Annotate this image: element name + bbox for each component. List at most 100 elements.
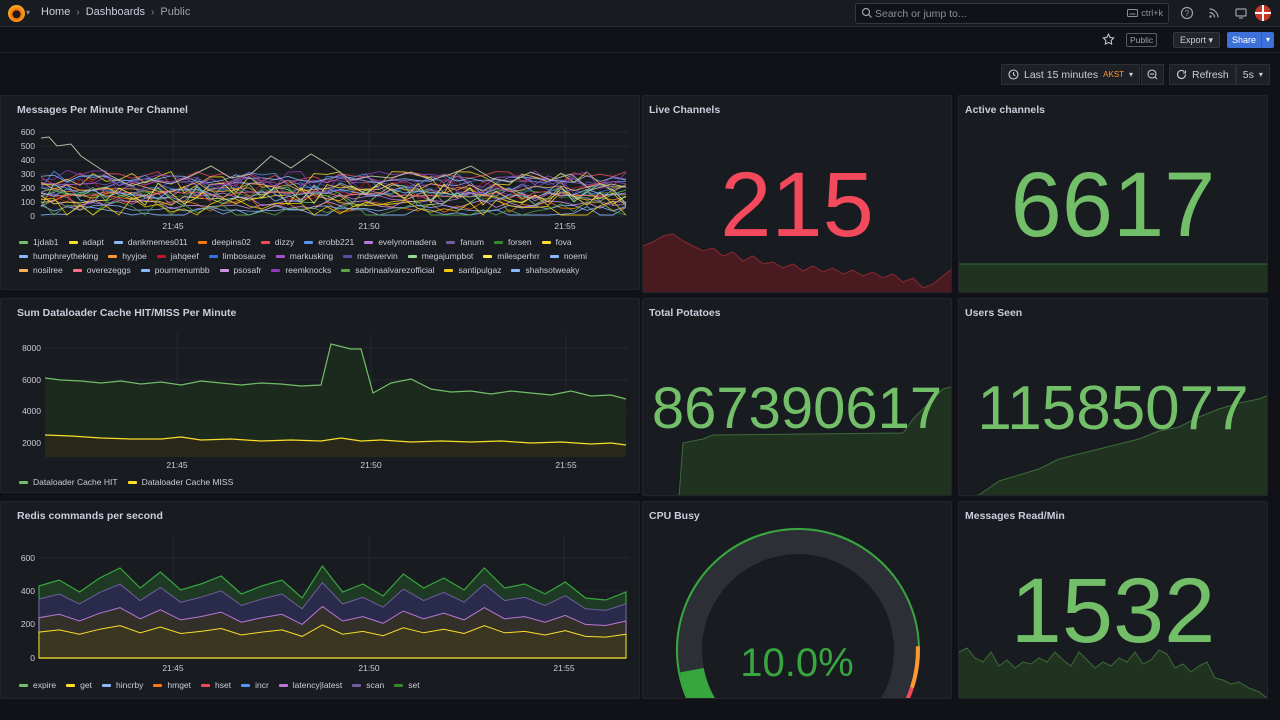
messages-timeseries-chart[interactable]: 600 500 400 300 200 100 0 21:45 21:50 21… xyxy=(1,96,640,290)
breadcrumb-dashboards[interactable]: Dashboards xyxy=(85,6,146,18)
legend-item[interactable]: expire xyxy=(19,680,56,690)
legend-item[interactable]: jahqeef xyxy=(156,251,199,261)
legend-item[interactable]: sabrinaalvarezofficial xyxy=(341,265,434,275)
legend-label: psosafr xyxy=(233,265,262,275)
legend-item[interactable]: hset xyxy=(201,680,231,690)
redis-timeseries-chart[interactable]: 600 400 200 0 21:45 21:50 21:55 xyxy=(1,502,640,699)
panel-title: Redis commands per second xyxy=(17,510,163,522)
y-tick: 2000 xyxy=(22,438,41,448)
legend-item[interactable]: overezeggs xyxy=(72,265,131,275)
legend-item[interactable]: Dataloader Cache MISS xyxy=(127,477,233,487)
legend-item[interactable]: hincrby xyxy=(101,680,143,690)
legend-item[interactable]: santipulgaz xyxy=(444,265,501,275)
sparkline xyxy=(959,647,1267,698)
refresh-button[interactable]: Refresh xyxy=(1169,64,1236,85)
legend-swatch xyxy=(66,683,76,687)
legend-item[interactable]: 1jdab1 xyxy=(19,237,59,247)
search-input[interactable]: Search or jump to... ctrl+k xyxy=(855,3,1169,24)
star-icon[interactable] xyxy=(1102,33,1115,46)
legend-label: reemknocks xyxy=(285,265,332,275)
y-tick: 500 xyxy=(21,141,35,151)
legend-item[interactable]: incr xyxy=(241,680,269,690)
gauge-fill xyxy=(680,667,715,698)
x-tick: 21:50 xyxy=(360,460,382,470)
legend-item[interactable]: dizzy xyxy=(260,237,294,247)
legend-item[interactable]: fanum xyxy=(446,237,484,247)
legend-swatch xyxy=(72,268,82,272)
refresh-icon xyxy=(1176,69,1187,79)
legend-item[interactable]: hyyjoe xyxy=(108,251,147,261)
legend-label: jahqeef xyxy=(170,251,199,261)
panel-title: Sum Dataloader Cache HIT/MISS Per Minute xyxy=(17,307,237,319)
legend-label: milesperhrr xyxy=(497,251,540,261)
export-button[interactable]: Export ▾ xyxy=(1173,32,1221,48)
legend-item[interactable]: hmget xyxy=(153,680,191,690)
grafana-logo-icon[interactable] xyxy=(8,5,25,22)
time-range-picker[interactable]: Last 15 minutes AKST ▾ xyxy=(1001,64,1141,85)
kiosk-mode-icon[interactable] xyxy=(1234,6,1248,20)
zoom-out-button[interactable] xyxy=(1141,64,1164,85)
series-line xyxy=(40,190,627,198)
legend-item[interactable]: nosilree xyxy=(19,265,63,275)
gauge-track xyxy=(678,530,918,698)
x-tick: 21:50 xyxy=(358,663,380,673)
legend-item[interactable]: mdswervin xyxy=(343,251,398,261)
avatar[interactable] xyxy=(1255,5,1271,21)
legend-item[interactable]: limbosauce xyxy=(208,251,266,261)
legend-item[interactable]: dankmemes011 xyxy=(113,237,188,247)
legend-item[interactable]: deepins02 xyxy=(197,237,251,247)
panel-dataloader-cache: Sum Dataloader Cache HIT/MISS Per Minute… xyxy=(0,298,640,493)
series-lines xyxy=(40,136,627,216)
legend-item[interactable]: Dataloader Cache HIT xyxy=(19,477,118,487)
dataloader-timeseries-chart[interactable]: 8000 6000 4000 2000 21:45 21:50 21:55 xyxy=(1,299,640,493)
legend-item[interactable]: humphreytheking xyxy=(19,251,98,261)
stat-value: 215 xyxy=(720,154,874,256)
series-line xyxy=(40,199,627,210)
legend-item[interactable]: megajumpbot xyxy=(407,251,473,261)
series-line-get xyxy=(38,624,627,659)
legend-item[interactable]: psosafr xyxy=(219,265,262,275)
legend-item[interactable]: markusking xyxy=(275,251,333,261)
refresh-interval-select[interactable]: 5s ▾ xyxy=(1235,64,1270,85)
grid xyxy=(39,126,629,217)
legend-item[interactable]: get xyxy=(66,680,92,690)
legend-item[interactable]: shahsotweaky xyxy=(511,265,579,275)
keyboard-icon xyxy=(1127,9,1139,17)
chevron-right-icon: › xyxy=(76,6,80,18)
legend-label: deepins02 xyxy=(211,237,251,247)
chevron-right-icon: › xyxy=(151,6,155,18)
legend-item[interactable]: latency|latest xyxy=(278,680,342,690)
legend-swatch xyxy=(140,268,150,272)
legend-item[interactable]: milesperhrr xyxy=(483,251,540,261)
legend-item[interactable]: adapt xyxy=(68,237,104,247)
timezone-badge: AKST xyxy=(1103,70,1125,79)
news-feed-icon[interactable] xyxy=(1207,6,1221,20)
legend-item[interactable]: noemi xyxy=(549,251,587,261)
legend-label: get xyxy=(80,680,92,690)
legend-item[interactable]: reemknocks xyxy=(271,265,331,275)
legend-swatch xyxy=(364,240,374,244)
export-button-label: Export xyxy=(1180,35,1207,45)
legend-item[interactable]: forsen xyxy=(493,237,532,247)
legend-item[interactable]: set xyxy=(394,680,420,690)
legend-label: dankmemes011 xyxy=(127,237,188,247)
legend-item[interactable]: scan xyxy=(352,680,384,690)
legend-item[interactable]: evelynomadera xyxy=(364,237,436,247)
share-dropdown-icon[interactable]: ▾ xyxy=(1261,32,1274,48)
legend-item[interactable]: pourmenumbb xyxy=(140,265,210,275)
y-tick: 400 xyxy=(21,586,35,596)
time-range-button[interactable]: Last 15 minutes AKST ▾ xyxy=(1001,64,1141,85)
chevron-down-icon[interactable]: ▾ xyxy=(26,8,31,17)
x-tick: 21:55 xyxy=(554,221,576,231)
legend-swatch xyxy=(271,268,281,272)
help-icon[interactable]: ? xyxy=(1180,6,1194,20)
legend-item[interactable]: erobb221 xyxy=(304,237,354,247)
share-button[interactable]: Share xyxy=(1227,32,1262,48)
y-axis-ticks: 8000 6000 4000 2000 xyxy=(22,343,41,448)
breadcrumb-home[interactable]: Home xyxy=(41,6,71,18)
legend-swatch xyxy=(113,240,123,244)
y-tick: 600 xyxy=(21,553,35,563)
legend-swatch xyxy=(19,240,28,244)
series-line xyxy=(40,175,627,188)
legend-item[interactable]: fova xyxy=(541,237,572,247)
